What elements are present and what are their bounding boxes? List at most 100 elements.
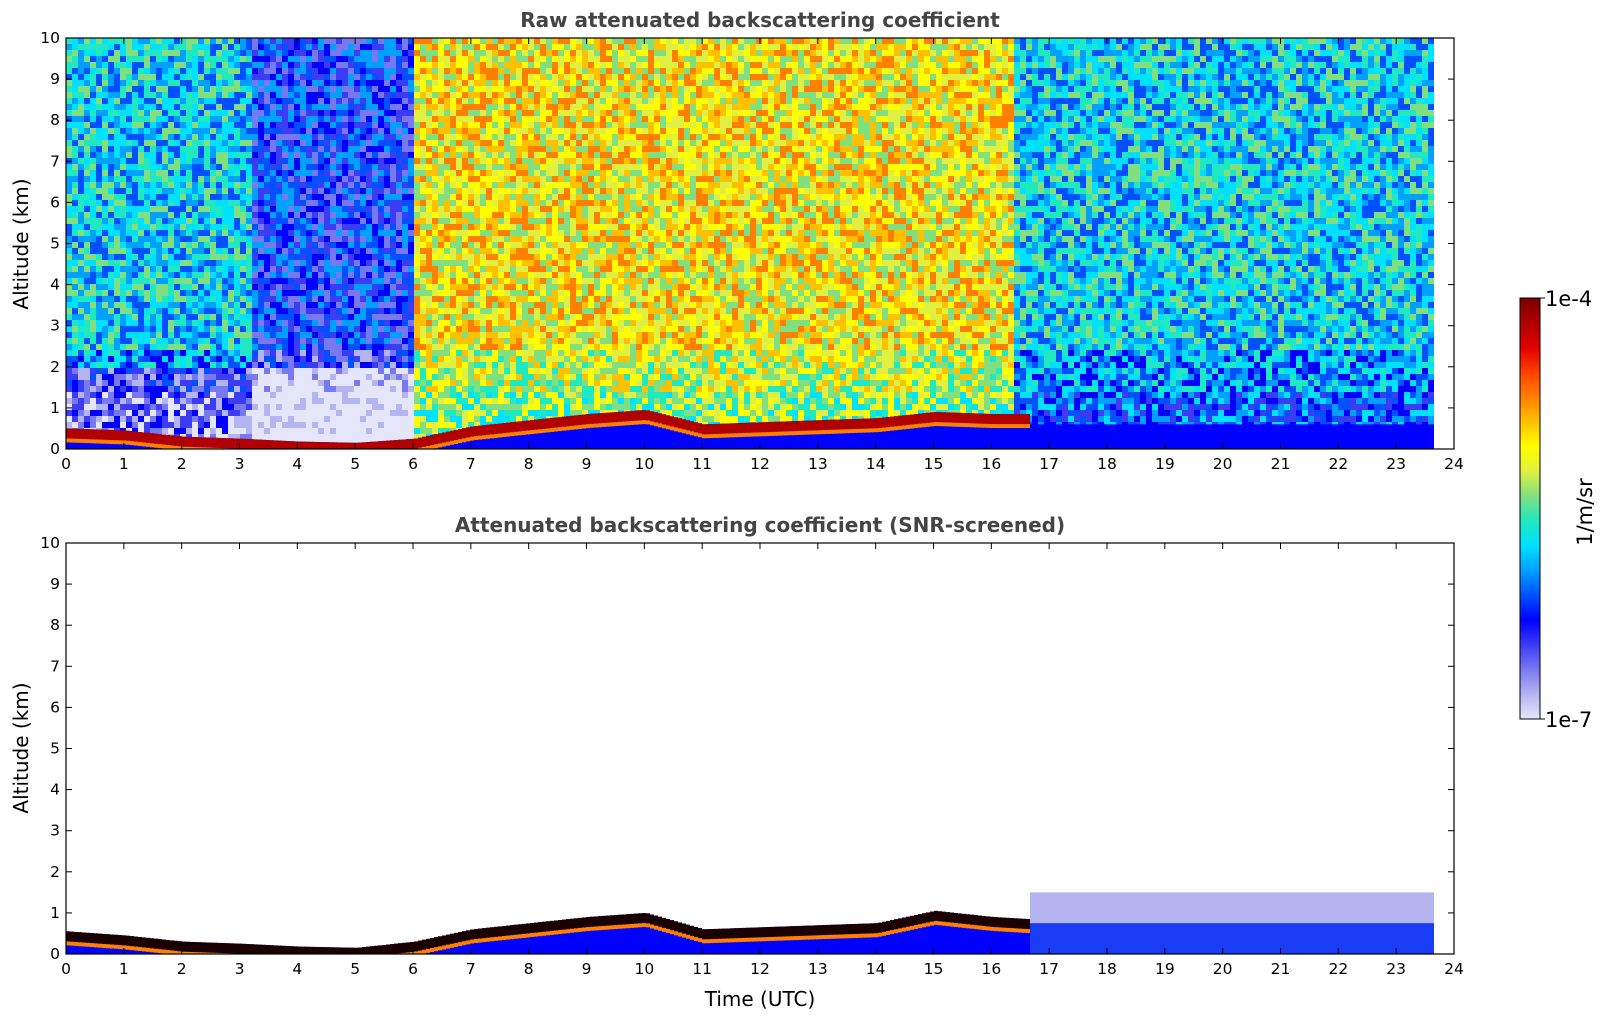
top-noise-cell (264, 62, 270, 68)
top-noise-cell (492, 74, 498, 80)
top-noise-cell (126, 146, 132, 152)
top-noise-cell (138, 92, 144, 98)
top-noise-cell (204, 56, 210, 62)
top-noise-cell (186, 152, 192, 158)
top-noise-cell (420, 164, 426, 170)
top-noise-cell (132, 92, 138, 98)
top-noise-cell (282, 350, 288, 356)
top-noise-cell (474, 134, 480, 140)
top-noise-cell (174, 392, 180, 398)
top-noise-cell (216, 212, 222, 218)
top-noise-cell (144, 158, 150, 164)
top-noise-cell (228, 122, 234, 128)
top-noise-cell (180, 116, 186, 122)
top-noise-cell (318, 344, 324, 350)
top-noise-cell (216, 38, 222, 44)
top-noise-cell (180, 314, 186, 320)
top-noise-cell (426, 362, 432, 368)
top-noise-cell (228, 86, 234, 92)
top-noise-cell (204, 368, 210, 374)
top-noise-cell (312, 404, 318, 410)
top-noise-cell (480, 122, 486, 128)
top-noise-cell (78, 368, 84, 374)
top-noise-cell (66, 236, 72, 242)
top-noise-cell (150, 308, 156, 314)
top-noise-cell (456, 290, 462, 296)
top-noise-cell (324, 212, 330, 218)
top-noise-cell (126, 374, 132, 380)
top-noise-cell (72, 266, 78, 272)
top-noise-cell (300, 98, 306, 104)
top-noise-cell (156, 332, 162, 338)
top-noise-cell (324, 230, 330, 236)
top-noise-cell (192, 290, 198, 296)
top-noise-cell (264, 386, 270, 392)
top-noise-cell (156, 272, 162, 278)
top-noise-cell (168, 302, 174, 308)
top-noise-cell (102, 362, 108, 368)
top-noise-cell (492, 188, 498, 194)
top-noise-cell (234, 212, 240, 218)
top-noise-cell (84, 152, 90, 158)
top-noise-cell (102, 326, 108, 332)
top-noise-cell (402, 74, 408, 80)
top-noise-cell (294, 164, 300, 170)
top-noise-cell (462, 290, 468, 296)
top-noise-cell (276, 278, 282, 284)
top-noise-cell (462, 422, 468, 428)
top-noise-cell (450, 218, 456, 224)
top-noise-cell (474, 338, 480, 344)
top-noise-cell (360, 392, 366, 398)
top-noise-cell (228, 152, 234, 158)
top-noise-cell (162, 296, 168, 302)
top-noise-cell (330, 212, 336, 218)
top-noise-cell (156, 140, 162, 146)
top-noise-cell (234, 356, 240, 362)
top-noise-cell (366, 158, 372, 164)
top-noise-cell (156, 248, 162, 254)
top-noise-cell (132, 242, 138, 248)
top-noise-cell (216, 362, 222, 368)
top-noise-cell (414, 422, 420, 428)
top-noise-cell (282, 188, 288, 194)
top-noise-cell (426, 230, 432, 236)
top-noise-cell (246, 56, 252, 62)
top-noise-cell (468, 236, 474, 242)
top-noise-cell (348, 380, 354, 386)
top-noise-cell (276, 422, 282, 428)
top-noise-cell (66, 320, 72, 326)
top-noise-cell (396, 212, 402, 218)
top-noise-cell (144, 254, 150, 260)
top-noise-cell (78, 104, 84, 110)
top-noise-cell (396, 368, 402, 374)
top-noise-cell (132, 320, 138, 326)
top-noise-cell (312, 308, 318, 314)
top-noise-cell (318, 206, 324, 212)
top-noise-cell (402, 176, 408, 182)
top-noise-cell (294, 98, 300, 104)
top-noise-cell (378, 56, 384, 62)
top-noise-cell (408, 128, 414, 134)
top-noise-cell (174, 74, 180, 80)
top-noise-cell (438, 320, 444, 326)
top-noise-cell (192, 230, 198, 236)
top-noise-cell (144, 398, 150, 404)
top-noise-cell (384, 176, 390, 182)
top-noise-cell (264, 356, 270, 362)
top-noise-cell (342, 182, 348, 188)
top-noise-cell (186, 110, 192, 116)
top-noise-cell (390, 356, 396, 362)
top-noise-cell (324, 290, 330, 296)
top-noise-cell (468, 362, 474, 368)
top-noise-cell (408, 296, 414, 302)
top-noise-cell (294, 350, 300, 356)
top-noise-cell (420, 206, 426, 212)
top-noise-cell (276, 152, 282, 158)
top-noise-cell (300, 260, 306, 266)
top-noise-cell (282, 416, 288, 422)
top-noise-cell (246, 332, 252, 338)
top-noise-cell (192, 50, 198, 56)
top-noise-cell (258, 152, 264, 158)
top-noise-cell (450, 182, 456, 188)
top-noise-cell (348, 170, 354, 176)
